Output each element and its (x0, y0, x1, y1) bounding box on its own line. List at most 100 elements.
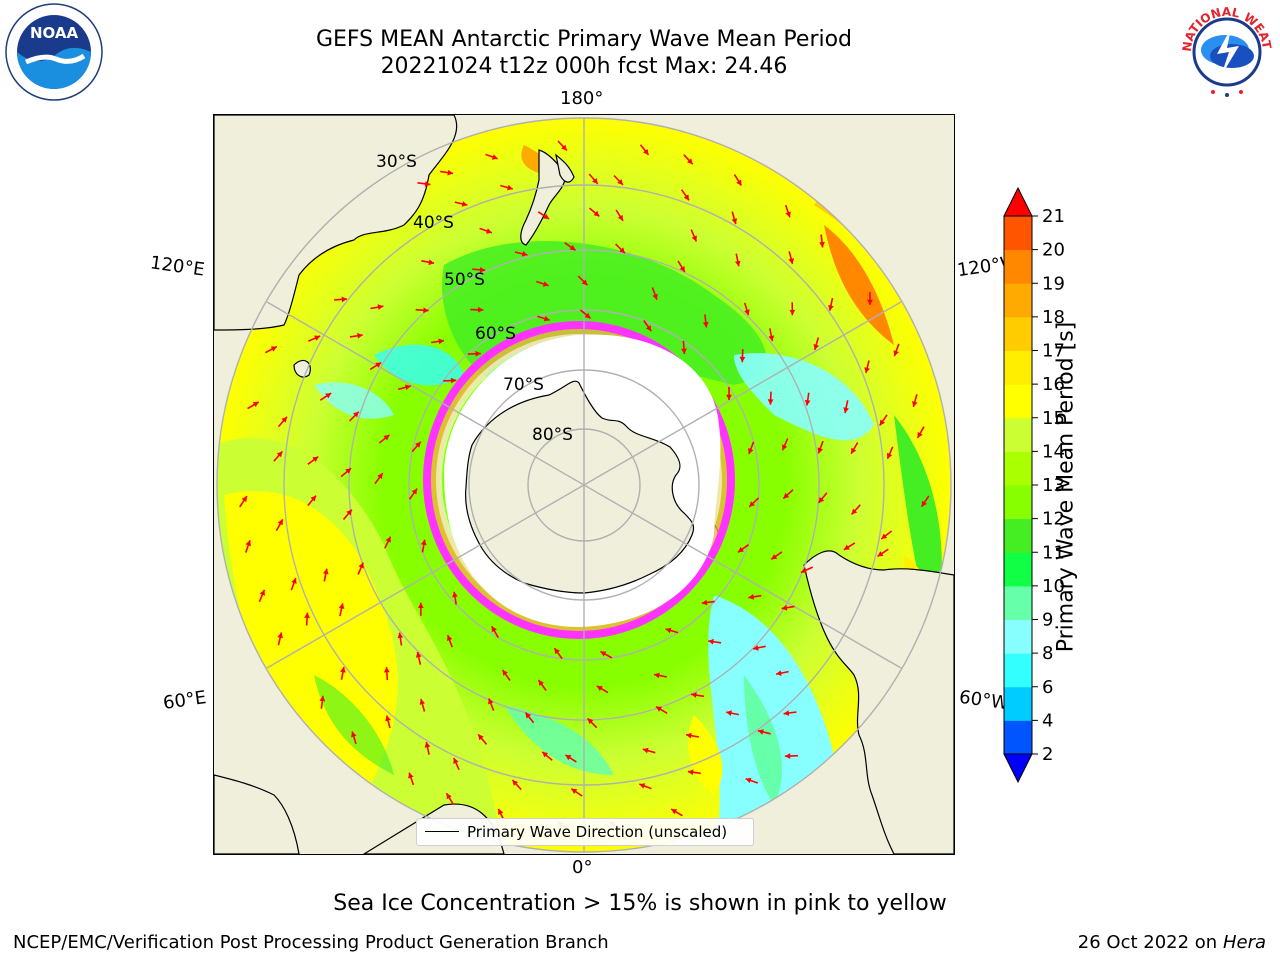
wave-arrow-head (596, 685, 603, 692)
wave-arrow-head (782, 444, 788, 451)
chart-title: GEFS MEAN Antarctic Primary Wave Mean Pe… (315, 27, 853, 52)
lon-label-60e: 60°E (161, 687, 208, 714)
wave-arrow-head (502, 669, 508, 676)
wave-arrow-head (415, 652, 422, 658)
wave-arrow-head (642, 747, 649, 754)
wave-arrow-head (691, 235, 697, 242)
colorbar: 2 4 6 8 9 10 11 12 13 14 15 16 17 18 19 20 21 (1003, 186, 1065, 784)
wave-arrow-head (768, 335, 775, 342)
wave-arrow-head (617, 179, 623, 185)
colorbar-tick-label: 14 (1042, 441, 1065, 462)
wave-arrow-head (346, 509, 352, 516)
wave-arrow-head (912, 401, 918, 407)
wave-arrow-head (383, 667, 390, 673)
wave-arrow-head (783, 492, 790, 499)
wave-arrow-head (683, 194, 689, 201)
wave-arrow-head (639, 783, 646, 789)
wave-arrow-head (488, 698, 494, 705)
wave-arrow-head (543, 213, 550, 219)
wave-arrow-head (542, 281, 549, 287)
wave-arrow-head (340, 667, 346, 673)
wave-arrow-head (423, 307, 429, 314)
wave-arrow-head (323, 568, 329, 575)
wave-arrow-head (745, 777, 752, 784)
wave-arrow-head (691, 692, 697, 698)
wave-arrow-head (314, 335, 321, 341)
colorbar-tick-label: 20 (1042, 240, 1065, 261)
lon-label-120e: 120°E (148, 252, 206, 281)
colorbar-segment (1004, 552, 1032, 587)
wave-arrow-head (758, 729, 764, 735)
noaa-logo-text: NOAA (30, 24, 79, 42)
wave-arrow-head (701, 599, 708, 606)
colorbar-segment (1004, 686, 1032, 721)
wave-arrow-head (726, 394, 732, 400)
map-panel (213, 114, 955, 855)
colorbar-tick-label: 8 (1042, 643, 1053, 664)
wave-arrow-head (276, 451, 283, 458)
sea-ice-note: Sea Ice Concentration > 15% is shown in … (333, 891, 947, 916)
wave-arrow-head (587, 718, 594, 725)
colorbar-segment (1004, 518, 1032, 553)
wave-arrow-head (408, 772, 414, 779)
colorbar-segment (1004, 619, 1032, 654)
lon-label-180: 180° (560, 88, 604, 109)
legend-label: Primary Wave Direction (unscaled) (467, 823, 728, 841)
lat-label-70s: 70°S (503, 375, 544, 395)
wave-arrow-head (351, 731, 357, 738)
wave-arrow-head (341, 296, 347, 303)
wave-arrow-head (424, 742, 431, 748)
graticule (216, 117, 952, 853)
colorbar-segment (1004, 283, 1032, 318)
wave-arrow-head (377, 473, 383, 480)
colorbar-segment (1004, 350, 1032, 385)
wave-arrow-head (404, 384, 411, 391)
colorbar-tick-label: 4 (1042, 710, 1053, 731)
wave-arrow-head (345, 468, 352, 474)
wave-arrow-head (357, 332, 363, 339)
colorbar-under-extension (1003, 753, 1033, 784)
colorbar-segment (1004, 316, 1032, 351)
colorbar-segment (1004, 417, 1032, 452)
lat-label-40s: 40°S (413, 213, 454, 233)
polar-map (214, 115, 954, 854)
wave-arrow-head (452, 591, 458, 598)
wave-arrow-head (749, 501, 755, 507)
wave-direction-vectors (239, 140, 930, 831)
wave-arrow-head (819, 241, 825, 248)
wave-arrow-head (818, 497, 825, 503)
wave-arrow-head (507, 184, 513, 191)
footer-credit: NCEP/EMC/Verification Post Processing Pr… (13, 932, 609, 953)
wave-arrow-head (453, 757, 459, 764)
colorbar-title: Primary Wave Mean Period [s] (1053, 321, 1079, 653)
wave-arrow-head (867, 299, 873, 305)
colorbar-tick-label: 21 (1042, 206, 1065, 227)
wave-arrow-head (843, 544, 850, 550)
wave-arrow-head (656, 706, 662, 712)
wave-arrow-head (738, 546, 744, 553)
wave-arrow-head (277, 632, 283, 639)
wave-arrow-head (486, 228, 492, 234)
wave-arrow-head (450, 377, 457, 384)
wave-arrow-head (428, 259, 435, 266)
wave-arrow-head (652, 293, 658, 300)
lat-label-80s: 80°S (532, 425, 573, 445)
wave-arrow-head (461, 201, 468, 207)
wave-arrow-head (813, 344, 819, 350)
lat-label-50s: 50°S (444, 270, 485, 290)
wave-arrow-head (726, 710, 732, 716)
wave-arrow-head (917, 432, 923, 438)
lon-label-0: 0° (572, 857, 593, 878)
wave-arrow-head (277, 519, 283, 526)
wave-arrow-head (584, 312, 591, 319)
colorbar-tick-label: 19 (1042, 273, 1065, 294)
wave-arrow-head (753, 645, 759, 651)
wave-arrow-head (521, 251, 528, 257)
wave-arrow-head (554, 648, 560, 655)
wave-arrow-head (241, 496, 247, 503)
wave-arrow-head (681, 348, 687, 354)
wave-arrow-head (600, 651, 607, 657)
wave-arrow-head (419, 699, 426, 705)
wave-arrow-head (665, 627, 672, 634)
wave-arrow-head (654, 672, 660, 679)
